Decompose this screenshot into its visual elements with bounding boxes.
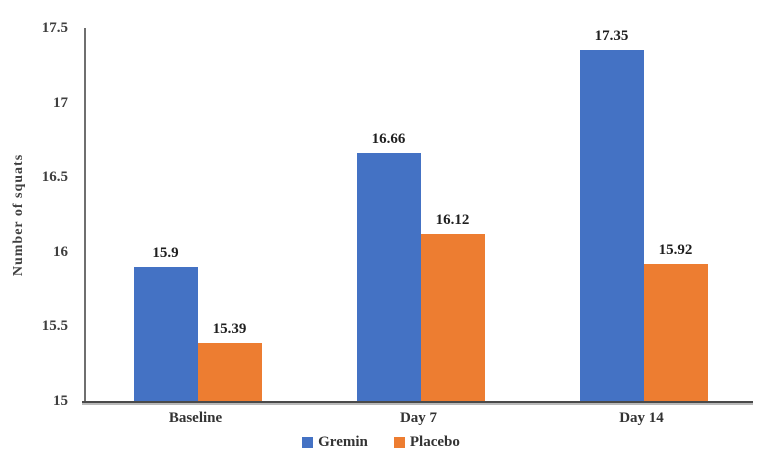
bar-value-label: 16.12 (435, 211, 470, 228)
y-tick-label: 16.5 (41, 169, 68, 186)
legend-label: Gremin (318, 434, 368, 450)
x-axis-category-labels: Baseline Day 7 Day 14 (84, 410, 753, 427)
x-category-label-day-7: Day 7 (399, 410, 438, 426)
y-tick-label: 15.5 (41, 318, 68, 335)
bar-placebo-day-7 (420, 233, 485, 401)
legend-label: Placebo (409, 434, 460, 450)
bar-value-label: 17.35 (594, 28, 629, 45)
x-axis-line (82, 401, 753, 403)
legend-item-placebo: Placebo (393, 434, 460, 451)
bar-column: 15.39 (197, 28, 262, 401)
bar-placebo-day-14 (643, 263, 708, 401)
bar-column: 15.9 (133, 28, 198, 401)
bar-gremin-day-14 (579, 50, 644, 401)
y-tick-label: 17.5 (41, 20, 68, 36)
legend-item-gremin: Gremin (302, 434, 368, 451)
x-category-label-baseline: Baseline (168, 410, 223, 426)
bar-column: 16.66 (356, 28, 421, 401)
legend-swatch-icon (393, 437, 405, 448)
bar-group-baseline: 15.9 15.39 (86, 28, 309, 401)
plot-area: 15.9 15.39 16.66 16.12 17.35 15.92 (84, 28, 755, 401)
y-tick-label: 17 (53, 94, 68, 111)
bar-gremin-baseline (133, 266, 198, 401)
legend-swatch-icon (302, 437, 314, 448)
bar-column: 15.92 (643, 28, 708, 401)
bar-group-day-7: 16.66 16.12 (309, 28, 532, 401)
bar-value-label: 15.9 (152, 244, 179, 261)
bar-column: 17.35 (579, 28, 644, 401)
chart-legend: Gremin Placebo (0, 434, 762, 451)
bar-value-label: 15.39 (212, 320, 247, 337)
y-tick-label: 16 (53, 243, 68, 260)
bar-column: 16.12 (420, 28, 485, 401)
bar-placebo-baseline (197, 342, 262, 401)
bar-group-day-14: 17.35 15.92 (532, 28, 755, 401)
y-axis-tick-labels: 15 15.5 16 16.5 17 17.5 (0, 20, 74, 409)
x-category-label-day-14: Day 14 (619, 410, 664, 426)
y-tick-label: 15 (53, 393, 68, 409)
bar-value-label: 16.66 (371, 131, 406, 148)
bar-value-label: 15.92 (658, 241, 693, 258)
bar-gremin-day-7 (356, 153, 421, 401)
